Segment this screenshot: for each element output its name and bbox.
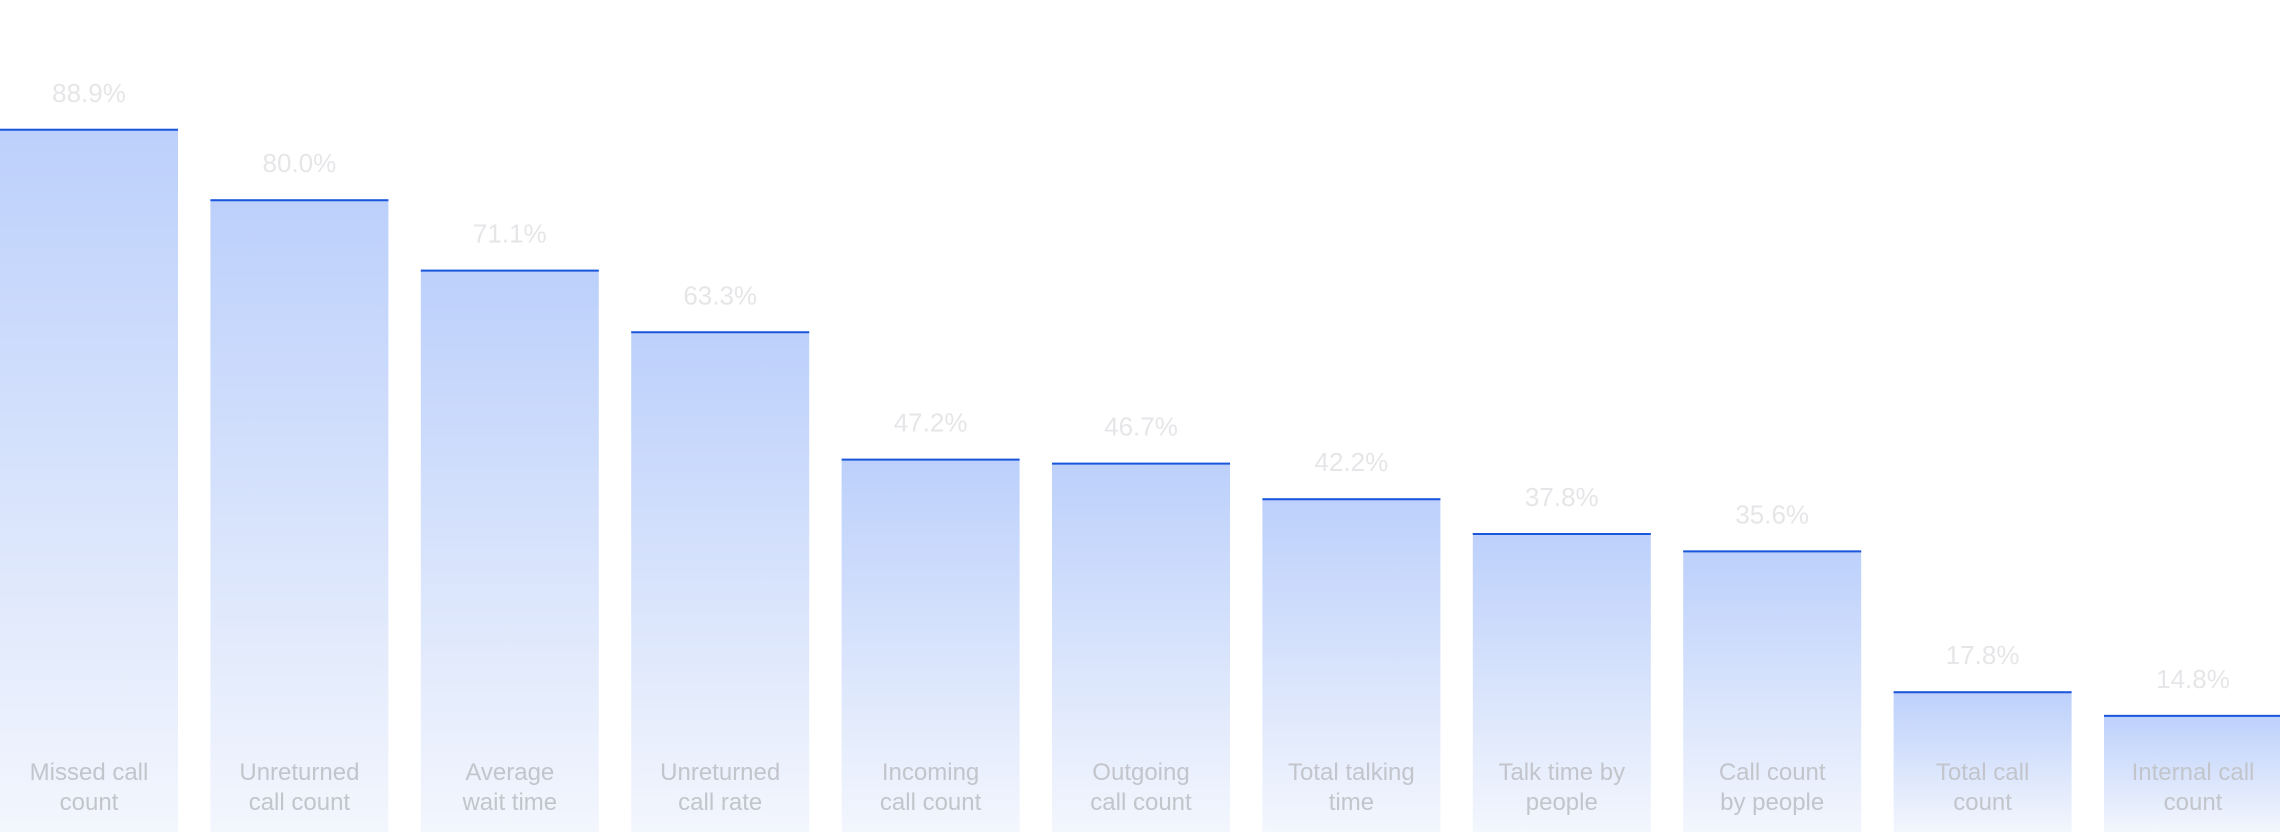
bar-5 xyxy=(841,458,1020,832)
bar-4 xyxy=(631,331,810,832)
bar-9 xyxy=(1683,550,1862,832)
value-label: 17.8% xyxy=(1946,640,2020,670)
bar-3 xyxy=(420,269,599,832)
value-label: 42.2% xyxy=(1315,447,1389,477)
value-label: 14.8% xyxy=(2156,664,2230,694)
category-labels-group: Missed call count Unreturned call count Aver… xyxy=(30,759,2255,816)
bar-6 xyxy=(1052,462,1230,832)
category-label: Average wait time xyxy=(461,759,557,816)
bar-10 xyxy=(1893,691,2072,832)
category-label: Incoming call count xyxy=(880,759,982,816)
bar-7 xyxy=(1262,498,1441,832)
category-label: Call count by people xyxy=(1719,759,1826,816)
category-label: Internal call count xyxy=(2132,759,2255,816)
category-label: Total call count xyxy=(1936,759,2029,816)
category-label: Unreturned call count xyxy=(239,759,359,816)
value-label: 47.2% xyxy=(894,408,968,438)
value-label: 80.0% xyxy=(263,148,337,178)
bars-group xyxy=(0,128,2280,832)
bar-2 xyxy=(210,199,389,832)
category-label: Total talking time xyxy=(1288,759,1415,816)
value-labels-group: 88.9% 80.0% 71.1% 63.3% 47.2% 46.7% 42.2% 37.8%… xyxy=(52,78,2230,694)
bar-1 xyxy=(0,128,178,832)
value-label: 37.8% xyxy=(1525,482,1599,512)
category-label: Unreturned call rate xyxy=(660,759,780,816)
value-label: 46.7% xyxy=(1104,412,1178,442)
category-label: Outgoing call count xyxy=(1090,759,1192,816)
value-label: 63.3% xyxy=(683,280,757,310)
value-label: 71.1% xyxy=(473,219,547,249)
bar-8 xyxy=(1472,533,1651,832)
bar-11 xyxy=(2104,714,2280,832)
value-label: 35.6% xyxy=(1735,499,1809,529)
category-label: Missed call count xyxy=(30,759,149,816)
category-label: Talk time by people xyxy=(1498,759,1625,816)
value-label: 88.9% xyxy=(52,78,126,108)
